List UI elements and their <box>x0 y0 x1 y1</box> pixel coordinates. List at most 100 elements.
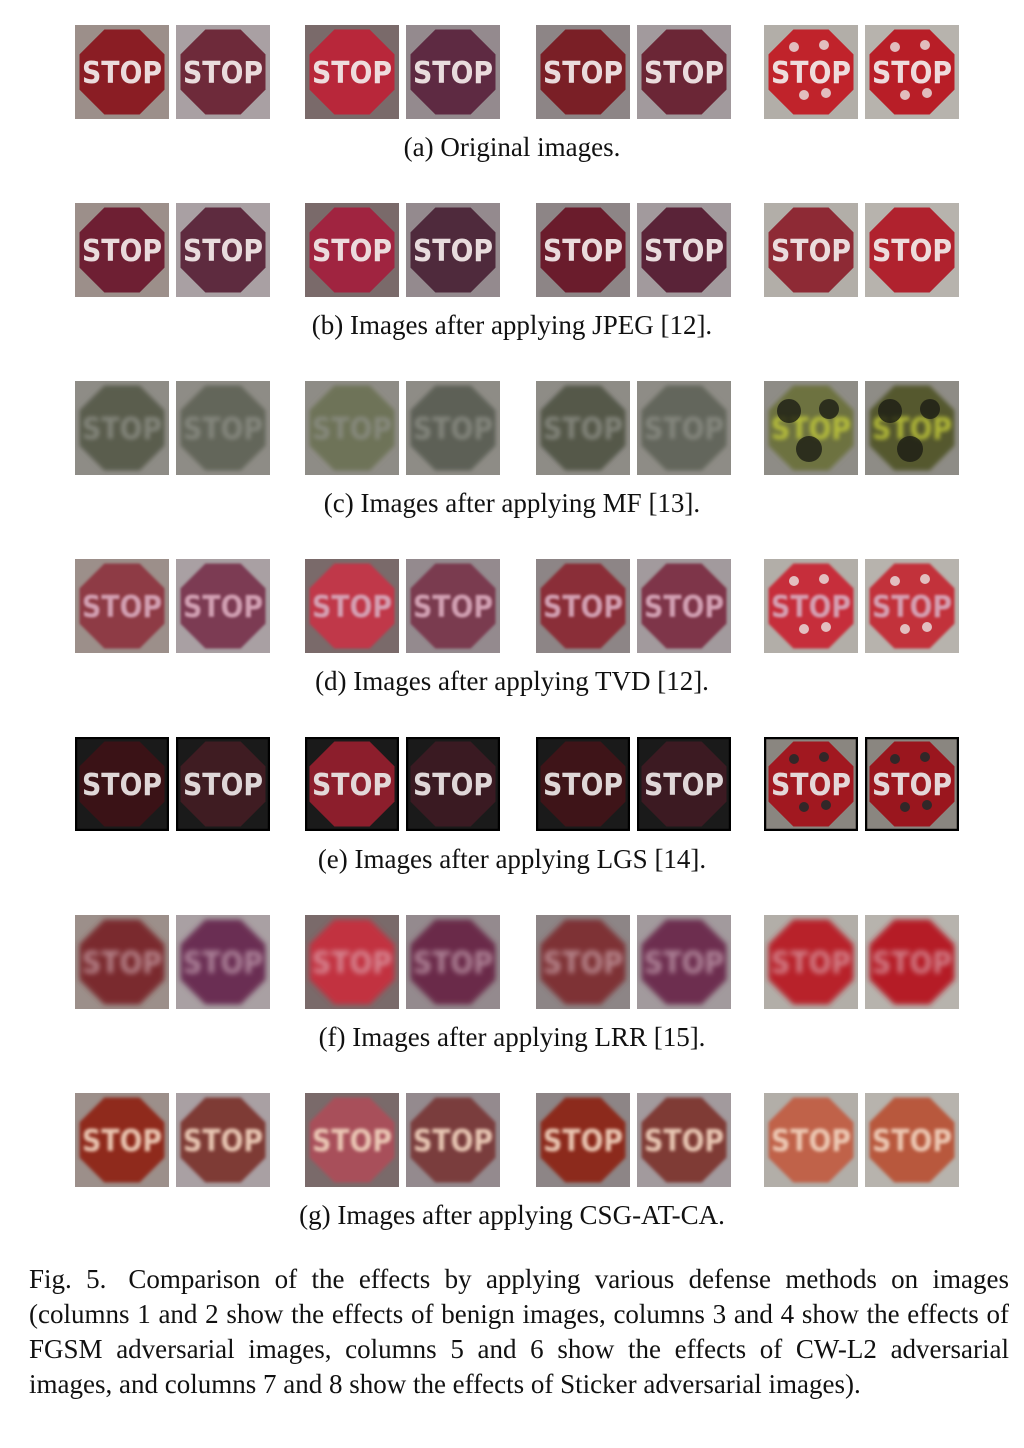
stop-sign-shape <box>540 919 626 1005</box>
stop-sign-shape <box>869 741 955 827</box>
stop-sign-shape <box>641 563 727 649</box>
subfigure-caption: (g) Images after applying CSG-AT-CA. <box>299 1200 725 1230</box>
dark-blotch <box>878 399 902 423</box>
dark-blotch <box>819 399 839 419</box>
stop-sign-image: STOP <box>75 203 169 297</box>
sign-text: STOP <box>82 234 162 269</box>
sticker-patch <box>819 752 829 762</box>
stop-sign-image: STOP <box>764 737 858 831</box>
figure-caption-text: Comparison of the effects by applying va… <box>29 1264 1009 1399</box>
tile-border <box>764 737 858 831</box>
stop-sign-image: STOP <box>865 737 959 831</box>
sticker-patch <box>799 90 809 100</box>
sticker-patch <box>922 622 932 632</box>
stop-sign-shape <box>768 741 854 827</box>
stop-sign-image: STOP <box>764 1093 858 1187</box>
stop-sign-shape <box>540 741 626 827</box>
sign-text: STOP <box>872 56 952 91</box>
stop-sign-shape <box>768 207 854 293</box>
stop-sign-image: STOP <box>176 25 270 119</box>
sign-text: STOP <box>543 234 623 269</box>
stop-sign-shape <box>79 29 165 115</box>
stop-sign-image: STOP <box>305 25 399 119</box>
stop-sign-image: STOP <box>637 737 731 831</box>
sign-text: STOP <box>183 1124 263 1159</box>
sign-text: STOP <box>872 1124 952 1159</box>
stop-sign-image: STOP <box>406 559 500 653</box>
sign-text: STOP <box>183 234 263 269</box>
stop-sign-shape <box>410 385 496 471</box>
stop-sign-shape <box>79 919 165 1005</box>
stop-sign-shape <box>79 563 165 649</box>
tile-border <box>637 737 731 831</box>
stop-sign-shape <box>79 385 165 471</box>
stop-sign-shape <box>309 1097 395 1183</box>
sticker-patch <box>922 800 932 810</box>
subfigure-caption: (c) Images after applying MF [13]. <box>323 488 701 518</box>
dark-blotch <box>920 399 940 419</box>
sign-text: STOP <box>644 946 724 981</box>
stop-sign-image: STOP <box>637 1093 731 1187</box>
stop-sign-image: STOP <box>637 203 731 297</box>
stop-sign-image: STOP <box>305 915 399 1009</box>
sticker-patch <box>799 624 809 634</box>
stop-sign-shape <box>309 207 395 293</box>
stop-sign-image: STOP <box>536 1093 630 1187</box>
stop-sign-shape <box>410 919 496 1005</box>
stop-sign-image: STOP <box>406 1093 500 1187</box>
stop-sign-shape <box>540 563 626 649</box>
sign-text: STOP <box>644 1124 724 1159</box>
sign-text: STOP <box>771 590 851 625</box>
stop-sign-image: STOP <box>764 559 858 653</box>
tile-border <box>75 737 169 831</box>
stop-sign-image: STOP <box>637 915 731 1009</box>
stop-sign-shape <box>641 741 727 827</box>
stop-sign-shape <box>768 919 854 1005</box>
tile-border <box>536 737 630 831</box>
stop-sign-shape <box>540 29 626 115</box>
stop-sign-shape <box>410 29 496 115</box>
stop-sign-image: STOP <box>865 915 959 1009</box>
subfigure-caption: (f) Images after applying LRR [15]. <box>318 1022 706 1052</box>
stop-sign-image: STOP <box>865 559 959 653</box>
stop-sign-shape <box>768 1097 854 1183</box>
stop-sign-image: STOP <box>536 915 630 1009</box>
sign-text: STOP <box>543 412 623 447</box>
sign-text: STOP <box>312 590 392 625</box>
sticker-patch <box>819 40 829 50</box>
stop-sign-shape <box>309 385 395 471</box>
sign-text: STOP <box>644 590 724 625</box>
stop-sign-shape <box>410 207 496 293</box>
sign-text: STOP <box>183 56 263 91</box>
stop-sign-image: STOP <box>764 203 858 297</box>
sticker-patch <box>821 622 831 632</box>
sign-text: STOP <box>644 768 724 803</box>
stop-sign-image: STOP <box>536 737 630 831</box>
sticker-patch <box>900 624 910 634</box>
stop-sign-shape <box>79 741 165 827</box>
stop-sign-image: STOP <box>406 737 500 831</box>
stop-sign-shape <box>410 563 496 649</box>
sign-text: STOP <box>771 1124 851 1159</box>
sign-text: STOP <box>872 946 952 981</box>
sign-text: STOP <box>183 768 263 803</box>
tile-border <box>406 737 500 831</box>
sign-text: STOP <box>183 946 263 981</box>
tile-border <box>305 737 399 831</box>
stop-sign-shape <box>180 29 266 115</box>
stop-sign-image: STOP <box>176 737 270 831</box>
stop-sign-image: STOP <box>637 25 731 119</box>
sign-text: STOP <box>872 590 952 625</box>
subfigure-caption: (b) Images after applying JPEG [12]. <box>311 310 713 340</box>
sticker-patch <box>799 802 809 812</box>
stop-sign-image: STOP <box>406 203 500 297</box>
sign-text: STOP <box>543 768 623 803</box>
stop-sign-shape <box>540 1097 626 1183</box>
sticker-patch <box>789 754 799 764</box>
sign-text: STOP <box>771 234 851 269</box>
sign-text: STOP <box>413 412 493 447</box>
stop-sign-image: STOP <box>305 203 399 297</box>
stop-sign-shape <box>641 919 727 1005</box>
dark-blotch <box>897 436 923 462</box>
stop-sign-shape <box>410 1097 496 1183</box>
